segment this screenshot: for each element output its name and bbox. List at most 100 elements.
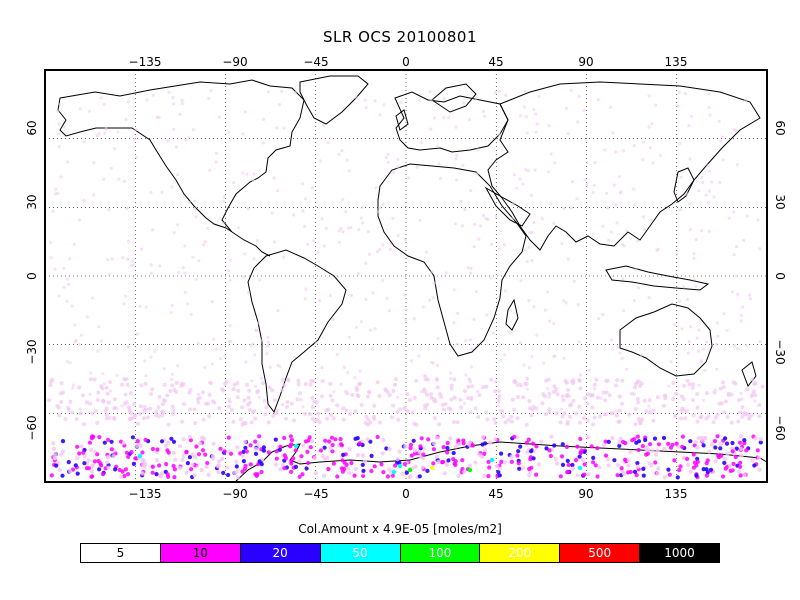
data-point	[165, 393, 170, 398]
data-point	[582, 416, 587, 421]
data-point	[347, 447, 352, 452]
data-point	[716, 334, 720, 339]
data-point	[192, 473, 197, 478]
data-point	[299, 398, 303, 402]
data-point	[494, 215, 498, 219]
data-point	[524, 440, 529, 445]
data-point	[84, 400, 89, 405]
data-point	[721, 380, 726, 385]
data-point	[227, 131, 231, 135]
data-point	[692, 252, 696, 256]
data-point	[460, 224, 465, 228]
data-point	[390, 473, 395, 478]
data-point	[403, 444, 408, 449]
data-point	[70, 410, 75, 415]
data-point	[585, 418, 590, 423]
data-point	[228, 258, 233, 262]
data-point	[301, 209, 305, 213]
data-point	[242, 398, 247, 403]
data-point	[527, 245, 531, 249]
data-point	[178, 465, 183, 470]
data-point	[493, 389, 498, 394]
data-point	[561, 398, 566, 403]
data-point	[526, 169, 530, 173]
data-point	[291, 456, 296, 461]
data-point	[278, 467, 283, 472]
data-point	[176, 364, 180, 368]
data-point	[484, 217, 488, 221]
lon-tick-top: 90	[578, 55, 593, 69]
data-point	[512, 379, 517, 384]
data-point	[699, 414, 704, 419]
data-point	[621, 309, 626, 313]
data-point	[104, 385, 109, 390]
data-point	[487, 465, 492, 470]
data-point	[54, 463, 59, 468]
data-point	[630, 438, 635, 443]
data-point	[171, 450, 176, 455]
data-point	[285, 405, 290, 409]
data-point	[632, 298, 637, 303]
legend-cell: 5	[81, 544, 160, 562]
data-point	[699, 435, 704, 441]
data-point	[400, 471, 405, 477]
data-point	[169, 377, 174, 381]
data-point	[647, 94, 651, 98]
data-point	[412, 451, 417, 456]
data-point	[387, 446, 392, 452]
data-point	[462, 469, 467, 474]
data-point	[726, 391, 731, 396]
data-point	[521, 182, 525, 186]
data-point	[172, 102, 176, 106]
data-point	[361, 473, 366, 478]
data-point	[57, 144, 61, 149]
data-point	[663, 396, 668, 401]
data-point	[728, 463, 733, 468]
data-point	[425, 468, 430, 473]
data-point	[352, 473, 357, 478]
data-point	[247, 400, 252, 405]
data-point	[757, 414, 762, 419]
data-point	[484, 384, 489, 389]
data-point	[259, 469, 264, 475]
data-point	[378, 206, 382, 210]
coastline-madagascar	[505, 298, 519, 331]
data-point	[139, 383, 144, 388]
data-point	[704, 473, 710, 478]
data-point	[266, 90, 270, 94]
data-point	[186, 302, 190, 306]
data-point	[243, 110, 247, 114]
data-point	[546, 387, 550, 391]
data-point	[562, 206, 566, 210]
data-point	[129, 450, 134, 455]
data-point	[599, 396, 603, 400]
data-point	[232, 181, 236, 185]
data-point	[562, 299, 566, 303]
data-point	[372, 403, 377, 408]
data-point	[345, 466, 351, 471]
data-point	[148, 406, 153, 411]
data-point	[661, 403, 666, 408]
data-point	[498, 133, 502, 137]
data-point	[546, 290, 550, 294]
data-point	[191, 255, 195, 259]
data-point	[603, 439, 608, 444]
data-point	[110, 257, 114, 261]
data-point	[166, 440, 171, 445]
data-point	[159, 439, 165, 444]
coastline-south-america	[247, 249, 347, 414]
data-point	[142, 405, 147, 409]
data-point	[237, 226, 241, 230]
data-point	[757, 403, 762, 407]
data-point	[484, 410, 489, 415]
data-point	[282, 435, 287, 441]
data-point	[153, 349, 157, 353]
data-point	[585, 401, 590, 406]
data-point	[192, 407, 197, 412]
data-point	[722, 460, 727, 465]
data-point	[613, 383, 618, 388]
data-point	[743, 412, 748, 417]
data-point	[253, 451, 259, 456]
data-point	[617, 175, 622, 179]
data-point	[371, 291, 375, 295]
